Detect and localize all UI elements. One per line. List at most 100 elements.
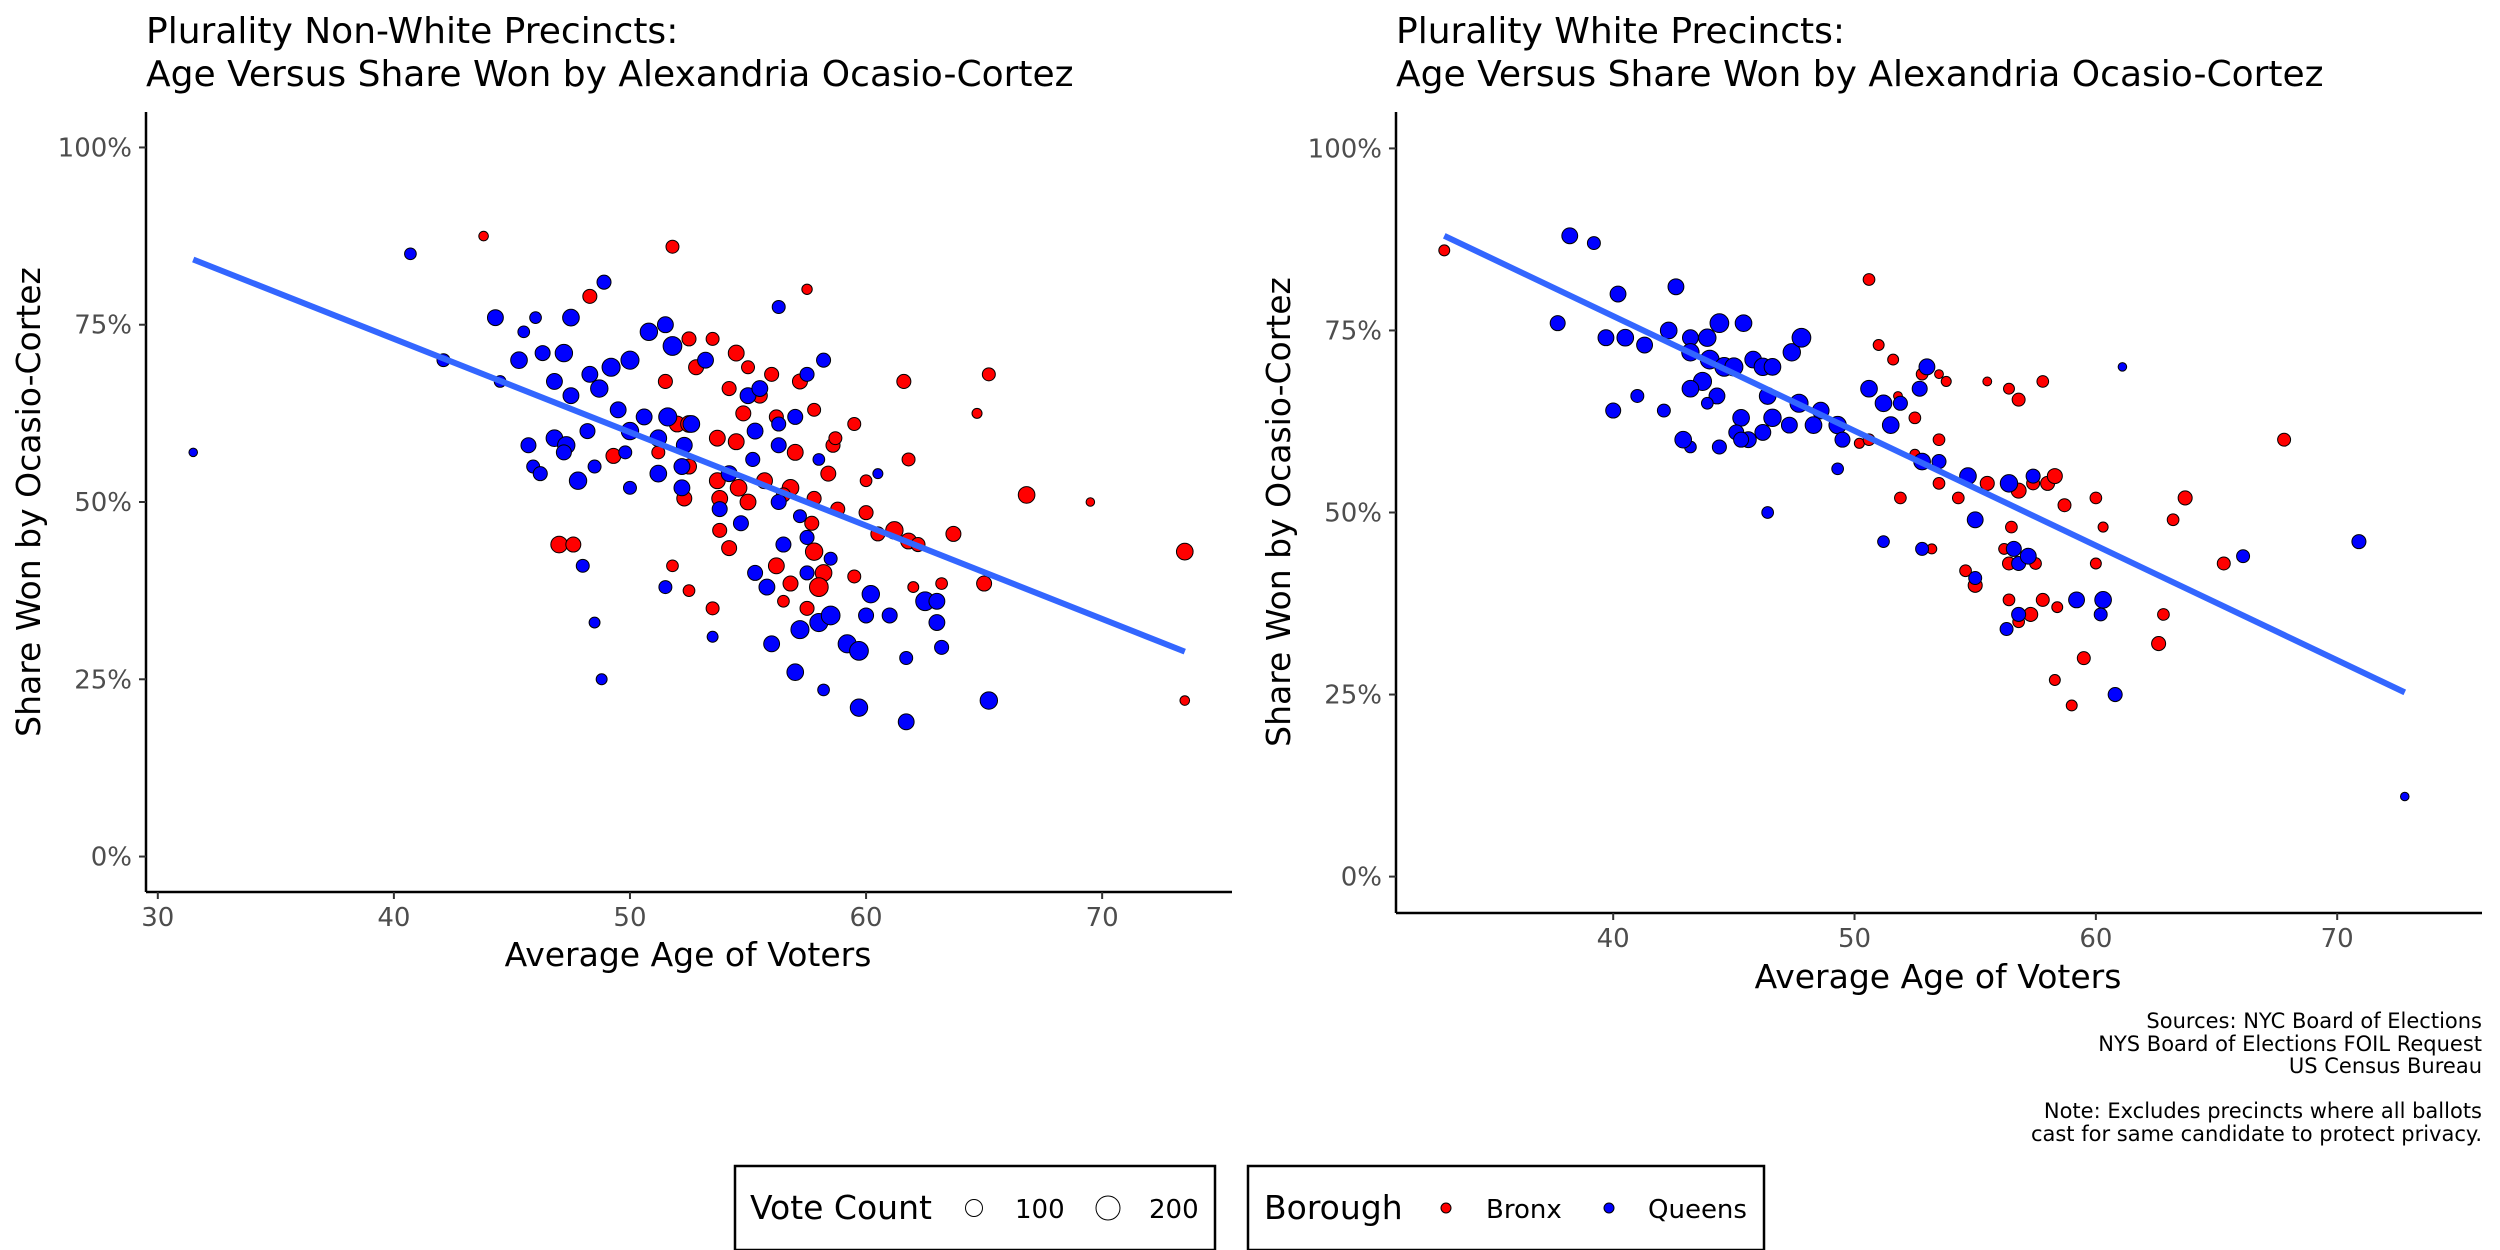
data-point-queens [1732, 409, 1750, 427]
data-point-bronx [971, 407, 983, 419]
data-point-queens [1892, 395, 1908, 411]
data-point-queens [609, 401, 627, 419]
x-tick-label-left: 60 [850, 903, 883, 933]
data-point-bronx [1932, 477, 1946, 490]
data-point-bronx [729, 478, 748, 497]
data-point-bronx [705, 601, 720, 616]
data-point-bronx [1959, 564, 1972, 578]
data-point-queens [1915, 541, 1930, 556]
data-point-queens [2236, 549, 2251, 564]
panel-white: Plurality White Precincts: Age Versus Sh… [1259, 11, 2482, 996]
data-point-bronx [2048, 674, 2061, 686]
data-point-queens [1561, 227, 1579, 245]
data-point-bronx [550, 535, 568, 554]
data-point-queens [1804, 416, 1823, 434]
series-bronx-right [1438, 244, 2292, 712]
data-point-queens [820, 605, 841, 626]
data-point-bronx [2057, 498, 2072, 513]
data-point-bronx [1862, 273, 1876, 286]
data-point-queens [799, 366, 815, 382]
data-point-bronx [859, 474, 873, 488]
data-point-queens [771, 300, 786, 314]
data-point-queens [1782, 343, 1801, 362]
data-point-bronx [767, 557, 785, 575]
legend-size-100-label: 100 [1015, 1195, 1065, 1225]
data-point-queens [881, 607, 898, 624]
caption: Sources: NYC Board of Elections NYS Boar… [2031, 1009, 2482, 1146]
data-point-queens [658, 580, 673, 595]
plot-area-right: 40 50 60 70 0% 25% 50% 75% 100% [1308, 112, 2482, 954]
data-point-queens [1636, 336, 1654, 354]
data-point-queens [1918, 358, 1936, 376]
data-point-queens [1630, 389, 1645, 403]
data-point-queens [510, 351, 528, 370]
data-point-queens [682, 415, 701, 433]
data-point-queens [534, 345, 551, 362]
data-point-queens [588, 616, 601, 629]
data-point-bronx [1940, 375, 1952, 387]
data-point-queens [1877, 535, 1890, 548]
data-point-queens [1659, 321, 1678, 340]
panel-non-white: Plurality Non-White Precincts: Age Versu… [9, 11, 1232, 974]
legend-bronx-marker [1440, 1202, 1452, 1214]
data-point-queens [188, 447, 198, 458]
data-point-queens [658, 407, 678, 427]
data-point-queens [590, 379, 609, 398]
data-point-queens [775, 536, 792, 553]
x-tick-label-left: 30 [141, 903, 174, 933]
data-point-bronx [2097, 521, 2109, 533]
data-point-bronx [764, 366, 780, 382]
data-point-queens [601, 357, 621, 377]
data-point-queens [673, 458, 691, 475]
data-point-queens [595, 673, 608, 686]
data-point-bronx [1982, 376, 1993, 387]
data-point-queens [2019, 547, 2037, 565]
data-point-queens [816, 352, 832, 368]
data-point-queens [711, 501, 728, 518]
y-tick-label-right: 75% [1324, 316, 1382, 346]
legend-queens-label: Queens [1648, 1195, 1747, 1225]
data-point-queens [1667, 278, 1685, 296]
data-point-queens [1609, 285, 1627, 303]
data-point-bronx [901, 452, 916, 467]
data-point-queens [799, 565, 815, 581]
legend-bronx-label: Bronx [1486, 1195, 1562, 1225]
data-point-queens [579, 423, 596, 440]
y-tick-label-right: 50% [1324, 499, 1382, 529]
data-point-queens [928, 614, 946, 631]
x-tick-label-left: 40 [377, 903, 410, 933]
x-tick-label-right: 50 [1838, 924, 1871, 954]
data-point-queens [2400, 791, 2410, 802]
data-point-queens [2068, 591, 2085, 609]
data-point-queens [1616, 328, 1635, 347]
data-point-bronx [727, 344, 745, 362]
data-point-bronx [1887, 353, 1900, 366]
data-point-queens [1754, 423, 1772, 441]
data-point-queens [812, 453, 826, 466]
legend-vote-count-title: Vote Count [750, 1188, 932, 1227]
data-point-queens [555, 444, 572, 461]
data-point-bronx [945, 525, 962, 542]
data-point-queens [817, 683, 830, 697]
x-tick-label-right: 70 [2321, 924, 2354, 954]
data-point-queens [562, 308, 580, 327]
data-point-bronx [1017, 486, 1036, 504]
y-tick-label-right: 0% [1341, 863, 1382, 893]
y-tick-label-right: 100% [1308, 134, 1382, 164]
data-point-queens [1733, 431, 1750, 448]
data-point-queens [746, 422, 764, 440]
data-point-bronx [786, 443, 804, 461]
data-point-bronx [666, 559, 679, 573]
data-point-bronx [657, 373, 673, 389]
data-point-queens [732, 515, 749, 532]
data-point-queens [656, 316, 674, 334]
data-point-queens [1881, 416, 1900, 434]
y-tick-label-left: 0% [91, 843, 132, 873]
data-point-bronx [582, 288, 598, 304]
data-point-bronx [735, 405, 752, 422]
data-point-queens [2005, 540, 2022, 557]
legend-vote-count-box [733, 1164, 1217, 1250]
data-point-bronx [682, 584, 696, 597]
data-point-queens [1999, 622, 2014, 636]
data-point-bronx [739, 493, 757, 511]
